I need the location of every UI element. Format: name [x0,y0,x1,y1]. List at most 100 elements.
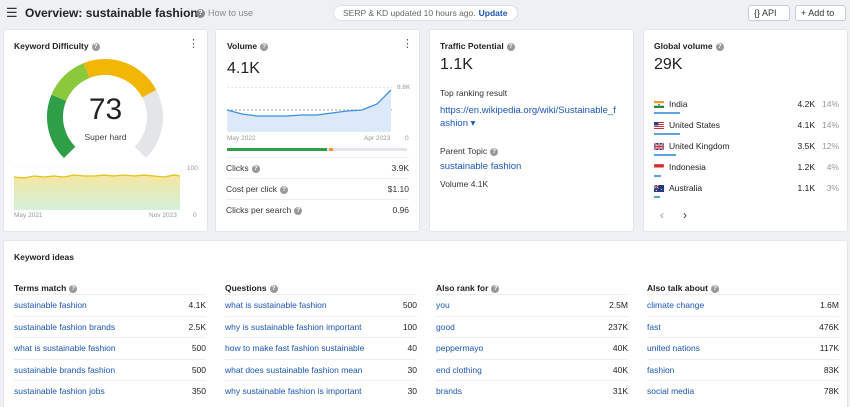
country-row-india[interactable]: India 4.2K 14% [654,97,839,118]
keyword-row: you 2.5M [436,294,628,315]
help-icon[interactable]: ? [490,147,499,156]
help-icon[interactable]: ? [91,42,100,51]
keyword-row: good 237K [436,315,628,337]
volume-chart-min: 0 [405,135,409,142]
keyword-row: social media 78K [647,380,839,401]
column-heading-questions: Questions? [225,283,278,293]
api-button[interactable]: {} API [748,5,790,21]
keyword-link[interactable]: why is sustainable fashion important [225,321,362,332]
keyword-link[interactable]: social media [647,386,695,396]
keyword-link[interactable]: you [436,300,450,310]
keyword-link[interactable]: peppermayo [436,343,484,353]
keyword-link[interactable]: why sustainable fashion is important [225,386,362,396]
keyword-volume: 500 [191,343,206,353]
keyword-link[interactable]: sustainable fashion brands [14,321,116,332]
keyword-link[interactable]: sustainable fashion jobs [14,386,105,396]
column-heading-label: Questions [225,283,267,293]
country-row-australia[interactable]: Australia 1.1K 3% [654,181,839,202]
keyword-volume: 500 [191,364,206,375]
country-share-bar [654,196,660,198]
volume-trend-chart [227,87,392,132]
country-name: Australia [669,183,703,193]
menu-icon[interactable]: ☰ [6,5,18,20]
uk-flag-icon [654,143,664,150]
keyword-volume: 40 [407,343,417,353]
cpc-value: $1.10 [387,184,409,194]
chevron-left-icon[interactable]: ‹ [660,208,664,222]
keyword-volume: 350 [191,386,206,396]
keyword-row: what does sustainable fashion mean 30 [225,358,417,380]
keyword-row: sustainable fashion 4.1K [14,294,206,315]
volume-value: 4.1K [227,60,260,77]
keyword-volume: 30 [407,364,417,375]
keyword-row: peppermayo 40K [436,337,628,358]
keyword-link[interactable]: fast [647,321,661,332]
add-to-button[interactable]: + Add to [795,5,846,21]
keyword-link[interactable]: brands [436,386,462,396]
global-volume-title-label: Global volume [654,41,713,51]
country-percent: 3% [826,183,839,193]
country-volume: 1.2K [797,162,816,172]
how-to-use-label: How to use [208,8,254,18]
kd-date-start: May 2021 [14,212,43,219]
keyword-volume: 100 [402,321,417,332]
more-options-icon[interactable]: ⋮ [188,38,199,50]
help-icon[interactable]: ? [260,42,269,51]
country-name: United States [669,120,721,130]
keyword-link[interactable]: what does sustainable fashion mean [225,364,363,375]
help-icon[interactable]: ? [69,284,78,293]
update-button[interactable]: Update [478,8,508,18]
keyword-link[interactable]: climate change [647,300,705,310]
kd-chart-max: 100 [187,165,198,172]
column-heading-label: Also rank for [436,283,489,293]
country-share-bar [654,175,661,177]
keyword-volume: 40K [612,343,628,353]
keyword-link[interactable]: what is sustainable fashion [14,343,116,353]
traffic-potential-card: Traffic Potential? 1.1K Top ranking resu… [430,30,633,231]
keyword-row: how to make fast fashion sustainable 40 [225,337,417,358]
keyword-link[interactable]: sustainable fashion [14,300,87,310]
kd-history-area [14,175,180,210]
country-share-bar [654,154,676,156]
serp-status-text: SERP & KD updated 10 hours ago. [343,8,476,18]
keyword-volume: 2.5M [609,300,628,310]
country-percent: 4% [826,162,839,172]
help-icon[interactable]: ? [280,185,289,194]
help-icon[interactable]: ? [294,206,303,215]
volume-title: Volume? [227,41,269,51]
top-ranking-url-line1: https://en.wikipedia.org/wiki/Sustainabl… [440,105,616,116]
keyword-volume: 500 [402,300,417,310]
help-icon[interactable]: ? [710,284,719,293]
keyword-row: why sustainable fashion is important 30 [225,380,417,401]
volume-date-start: May 2022 [227,135,256,142]
chevron-right-icon[interactable]: › [683,208,687,222]
clicks-row: Clicks? 3.9K [226,157,409,177]
top-ranking-url[interactable]: https://en.wikipedia.org/wiki/Sustainabl… [440,104,616,130]
country-row-united-kingdom[interactable]: United Kingdom 3.5K 12% [654,139,839,160]
country-volume: 3.5K [797,141,816,151]
help-icon[interactable]: ? [506,42,515,51]
keyword-link[interactable]: fashion [647,364,675,375]
parent-topic-link[interactable]: sustainable fashion [440,161,522,172]
help-icon[interactable]: ? [251,164,260,173]
country-share-bar [654,133,680,135]
how-to-use-link[interactable]: ? How to use [196,8,254,19]
keyword-link[interactable]: end clothing [436,364,482,375]
keyword-volume: 4.1K [188,300,207,310]
help-icon[interactable]: ? [715,42,724,51]
country-row-united-states[interactable]: United States 4.1K 14% [654,118,839,139]
help-icon[interactable]: ? [269,284,278,293]
keyword-link[interactable]: what is sustainable fashion [225,300,327,310]
keyword-link[interactable]: sustainable brands fashion [14,364,116,375]
country-percent: 14% [821,120,839,130]
keyword-link[interactable]: how to make fast fashion sustainable [225,343,365,353]
keyword-link[interactable]: good [436,321,455,332]
country-row-indonesia[interactable]: Indonesia 1.2K 4% [654,160,839,181]
keyword-link[interactable]: united nations [647,343,700,353]
help-icon[interactable]: ? [491,284,500,293]
volume-date-end: Apr 2023 [364,135,391,142]
more-options-icon[interactable]: ⋮ [402,38,413,50]
traffic-potential-title: Traffic Potential? [440,41,515,51]
australia-flag-icon [654,185,664,192]
kd-title: Keyword Difficulty? [14,41,100,51]
